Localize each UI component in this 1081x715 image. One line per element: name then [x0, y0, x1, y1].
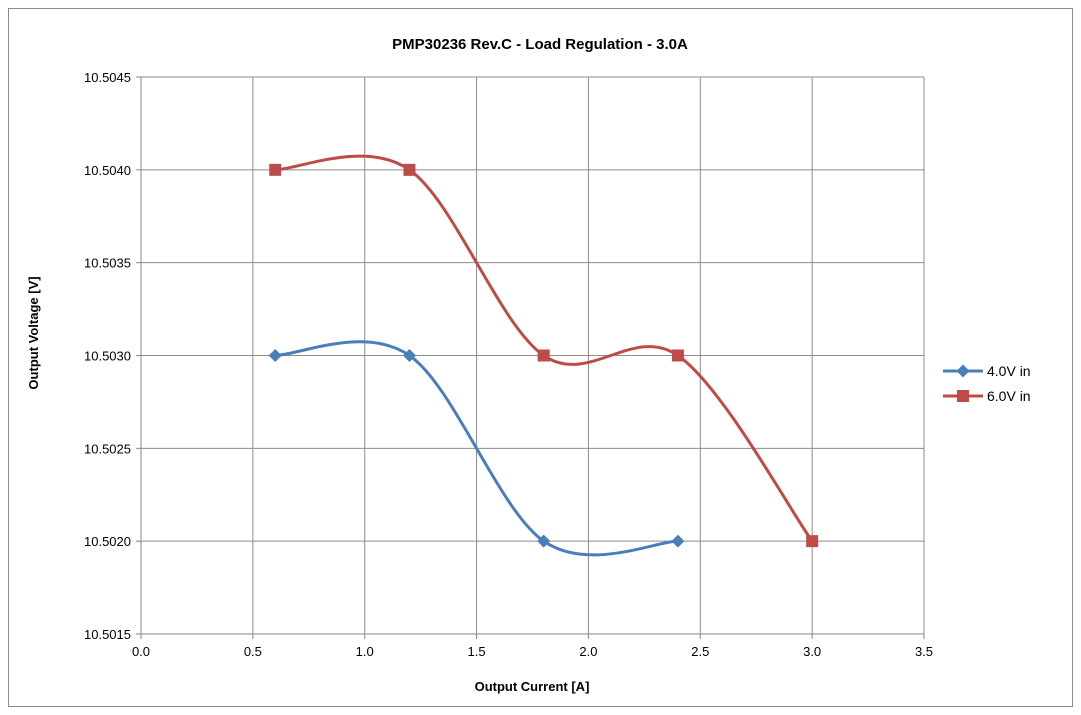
y-tick-label: 10.5015: [84, 627, 131, 642]
data-point: [671, 349, 684, 362]
x-tick-label: 0.5: [244, 644, 262, 659]
data-point: [671, 534, 685, 548]
legend: 4.0V in 6.0V in: [943, 363, 1031, 404]
series-1: [268, 340, 685, 557]
chart-area: 0.0 0.5 1.0 1.5 2.0 2.5 3.0 3.5 10.5015 10.5020 10…: [8, 8, 1073, 707]
y-axis-label: Output Voltage [V]: [26, 276, 41, 389]
chart: 0.0 0.5 1.0 1.5 2.0 2.5 3.0 3.5 10.5015 10.5020 10…: [26, 36, 1031, 694]
data-point: [268, 349, 282, 362]
y-tick-label: 10.5025: [84, 441, 131, 456]
legend-item: 4.0V in: [943, 363, 1031, 379]
x-tick-label: 1.5: [468, 644, 486, 659]
data-point: [269, 163, 282, 176]
x-tick-label: 1.0: [356, 644, 374, 659]
y-tick-label: 10.5045: [84, 70, 131, 85]
y-tick-label: 10.5020: [84, 534, 131, 549]
x-tick-label: 2.0: [579, 644, 597, 659]
series-layer: [268, 154, 819, 557]
x-tick-label: 0.0: [132, 644, 150, 659]
data-point: [537, 534, 551, 548]
data-point: [403, 163, 416, 176]
x-tick-label: 2.5: [691, 644, 709, 659]
legend-marker: [957, 390, 969, 402]
data-point: [402, 349, 416, 362]
series-2: [269, 154, 819, 548]
legend-item: 6.0V in: [943, 388, 1031, 404]
series-line: [273, 340, 680, 557]
legend-label: 4.0V in: [987, 363, 1031, 379]
gridlines: [140, 76, 925, 635]
legend-label: 6.0V in: [987, 388, 1031, 404]
data-point: [537, 349, 550, 362]
x-tick-label: 3.0: [803, 644, 821, 659]
data-point: [806, 535, 819, 548]
series-line: [273, 154, 814, 543]
y-tick-label: 10.5035: [84, 256, 131, 271]
legend-marker: [956, 364, 970, 378]
x-tick-label: 3.5: [915, 644, 933, 659]
y-tick-label: 10.5040: [84, 163, 131, 178]
axes: 0.0 0.5 1.0 1.5 2.0 2.5 3.0 3.5 10.5015 10.5020 10…: [84, 70, 933, 659]
y-tick-label: 10.5030: [84, 349, 131, 364]
x-axis-label: Output Current [A]: [475, 679, 590, 694]
chart-title: PMP30236 Rev.C - Load Regulation - 3.0A: [392, 36, 688, 53]
